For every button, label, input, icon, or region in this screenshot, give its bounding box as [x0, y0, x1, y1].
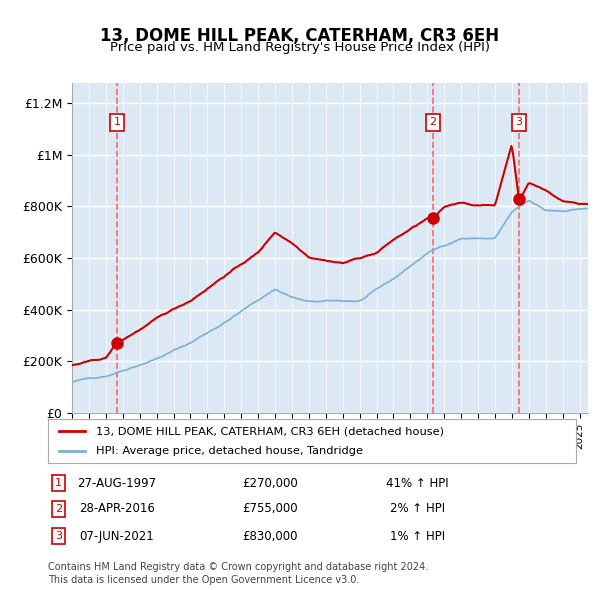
Text: 2: 2	[429, 117, 436, 127]
Text: 13, DOME HILL PEAK, CATERHAM, CR3 6EH (detached house): 13, DOME HILL PEAK, CATERHAM, CR3 6EH (d…	[95, 427, 443, 436]
Text: This data is licensed under the Open Government Licence v3.0.: This data is licensed under the Open Gov…	[48, 575, 359, 585]
Text: 2% ↑ HPI: 2% ↑ HPI	[390, 502, 445, 516]
Text: £270,000: £270,000	[242, 477, 298, 490]
Text: 28-APR-2016: 28-APR-2016	[79, 502, 155, 516]
Text: 3: 3	[515, 117, 523, 127]
Text: Contains HM Land Registry data © Crown copyright and database right 2024.: Contains HM Land Registry data © Crown c…	[48, 562, 428, 572]
Text: 1: 1	[113, 117, 121, 127]
Text: £755,000: £755,000	[242, 502, 298, 516]
Text: 07-JUN-2021: 07-JUN-2021	[79, 530, 154, 543]
Text: 1: 1	[55, 478, 62, 488]
Text: 27-AUG-1997: 27-AUG-1997	[77, 477, 156, 490]
Text: 1% ↑ HPI: 1% ↑ HPI	[390, 530, 445, 543]
Text: 41% ↑ HPI: 41% ↑ HPI	[386, 477, 449, 490]
Text: Price paid vs. HM Land Registry's House Price Index (HPI): Price paid vs. HM Land Registry's House …	[110, 41, 490, 54]
Text: 3: 3	[55, 531, 62, 541]
Text: HPI: Average price, detached house, Tandridge: HPI: Average price, detached house, Tand…	[95, 446, 362, 455]
Text: £830,000: £830,000	[242, 530, 298, 543]
Text: 2: 2	[55, 504, 62, 514]
Text: 13, DOME HILL PEAK, CATERHAM, CR3 6EH: 13, DOME HILL PEAK, CATERHAM, CR3 6EH	[100, 27, 500, 45]
